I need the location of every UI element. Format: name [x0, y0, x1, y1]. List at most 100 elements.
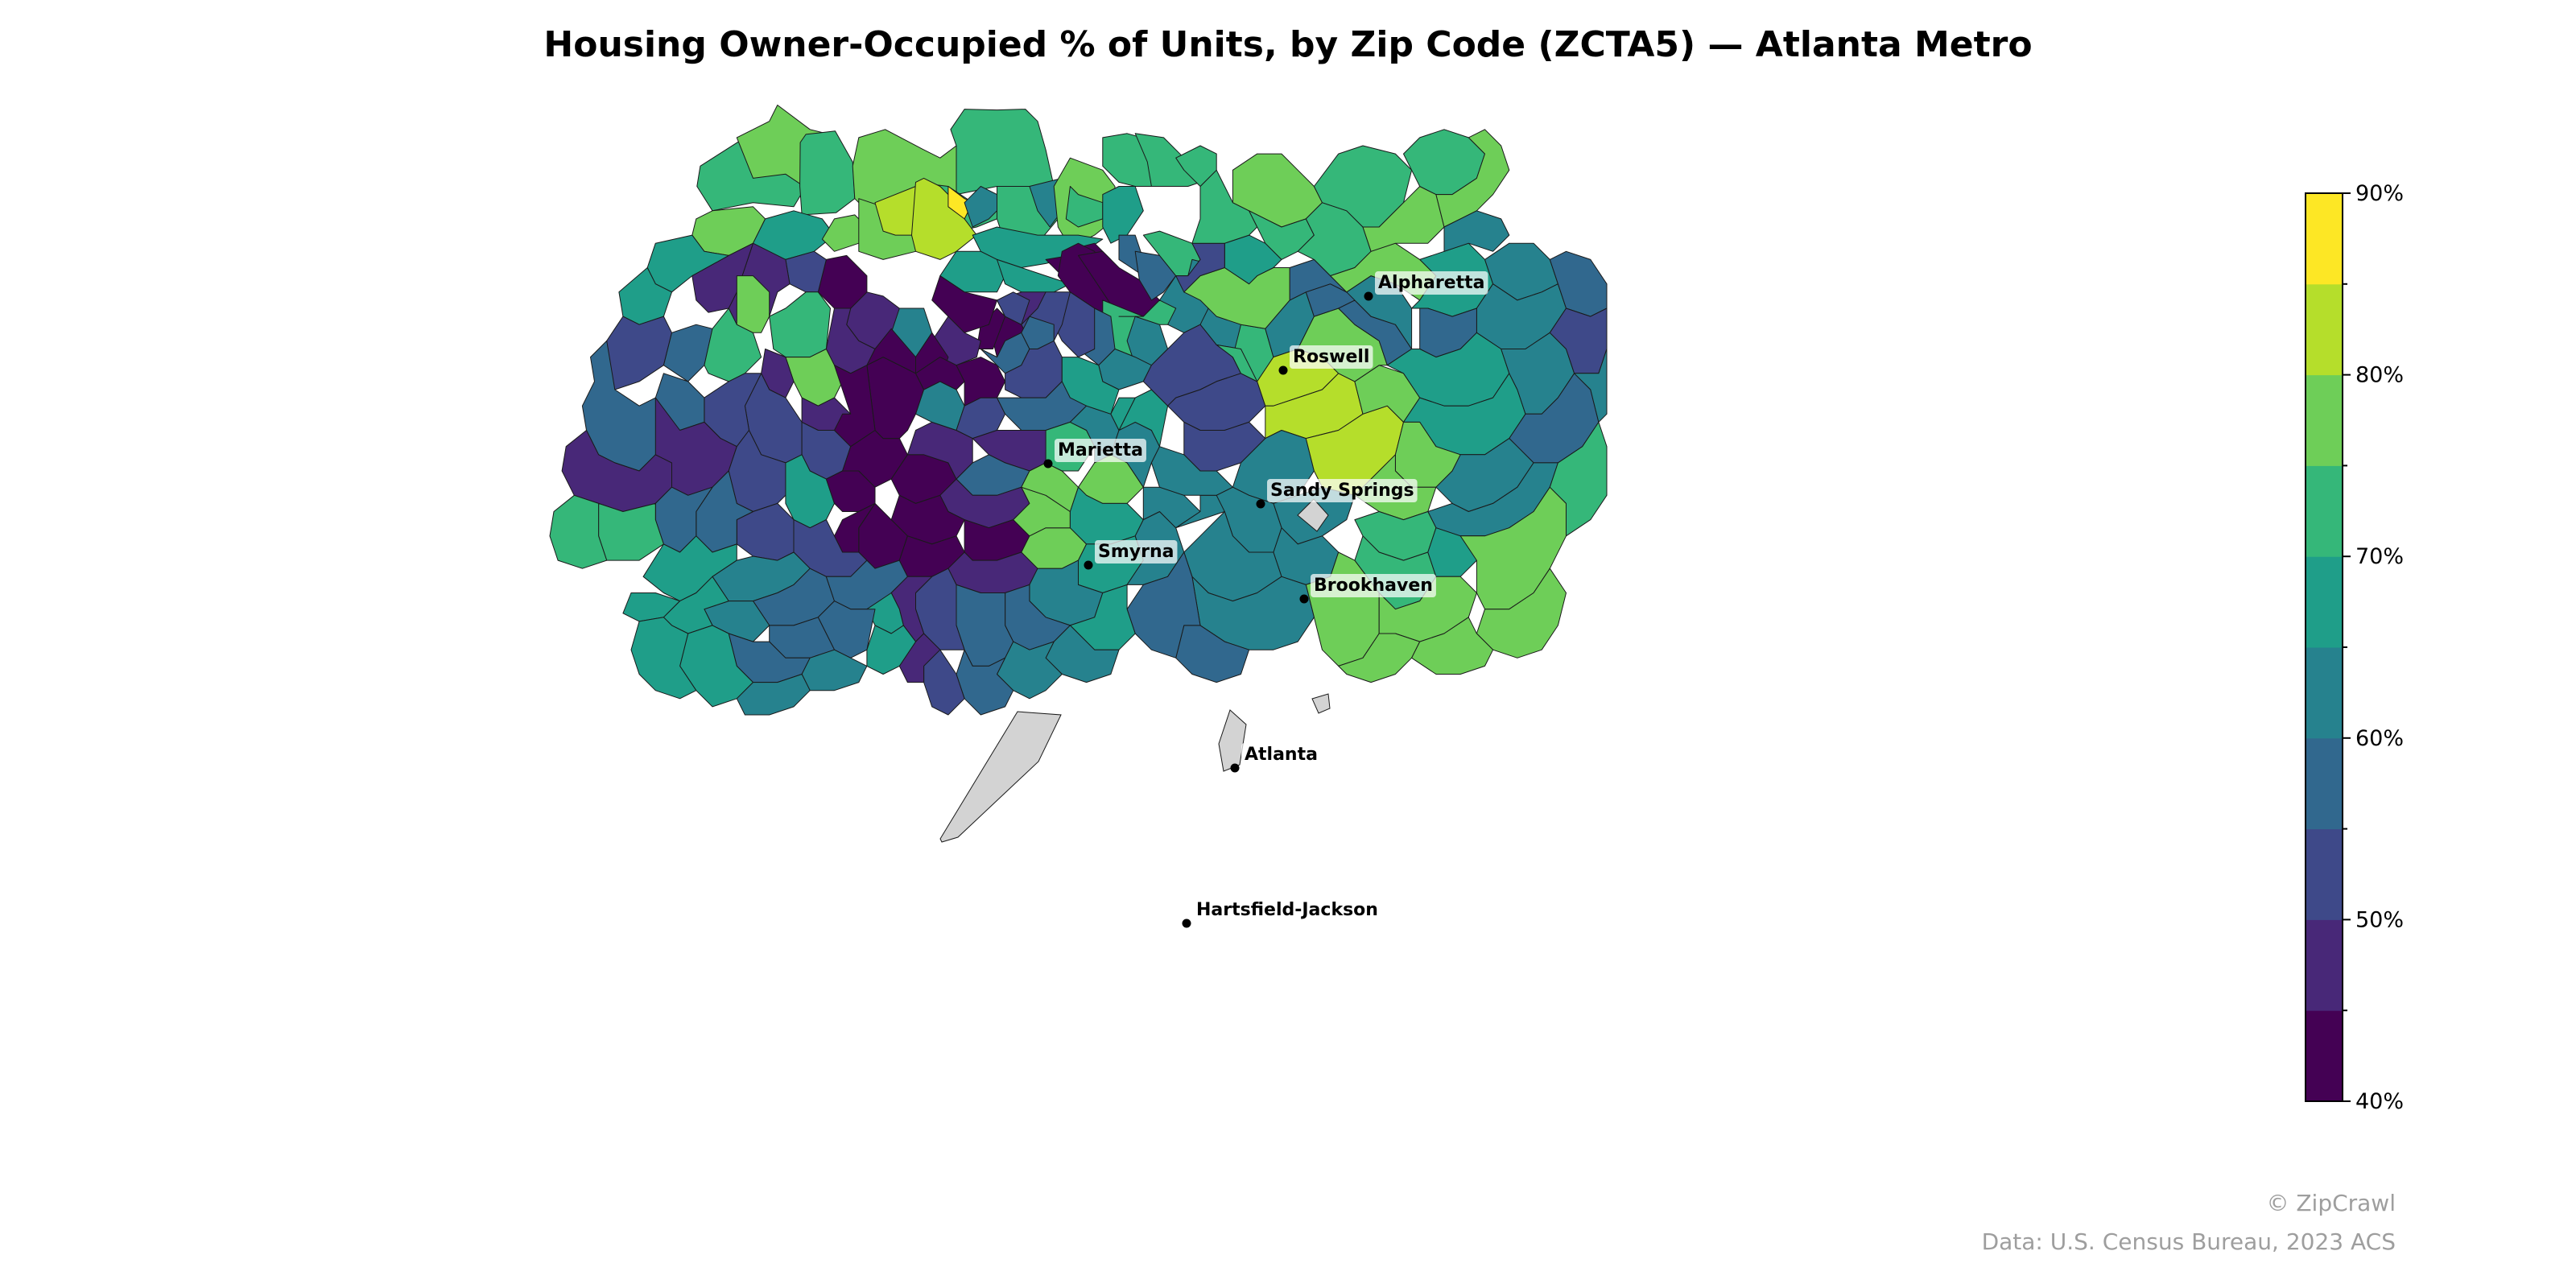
zcta-region: [874, 186, 916, 236]
brand-credit: © ZipCrawl: [2266, 1190, 2396, 1216]
zcta-region: [1216, 344, 1258, 382]
city-marker: Alpharetta: [1364, 271, 1488, 301]
zcta-region: [1021, 316, 1055, 349]
city-label: Alpharetta: [1378, 273, 1484, 293]
no-data-region: [1297, 498, 1329, 532]
colorbar-bin: [2306, 283, 2343, 376]
zcta-region: [785, 454, 835, 529]
city-dot: [1182, 919, 1191, 928]
city-label-bg: [1095, 540, 1178, 564]
zcta-region: [598, 502, 664, 561]
city-label: Brookhaven: [1314, 576, 1433, 596]
zcta-region: [915, 357, 965, 390]
city-label: Smyrna: [1098, 542, 1174, 562]
colorbar-bin: [2306, 647, 2343, 739]
zcta-region: [1175, 242, 1225, 293]
zcta-region: [1443, 210, 1510, 252]
zcta-region: [549, 494, 608, 569]
zcta-region: [769, 291, 831, 358]
zcta-region: [691, 242, 753, 313]
zcta-region: [1061, 357, 1120, 415]
city-label-bg: [1267, 479, 1418, 502]
colorbar-tick-label: 50%: [2355, 907, 2404, 932]
zcta-region: [785, 349, 844, 407]
zcta-region: [1110, 397, 1136, 431]
no-data-region: [1311, 693, 1331, 714]
city-markers: Alpharetta Roswell Marietta Sandy Springs Sm…: [1043, 271, 1488, 928]
zcta-region: [834, 365, 876, 448]
zcta-region: [817, 254, 868, 309]
zcta-region: [1459, 486, 1567, 610]
colorbar-bin: [2306, 828, 2343, 920]
zcta-region: [799, 130, 856, 216]
city-dot: [1299, 594, 1309, 604]
colorbar-tick-label: 80%: [2355, 363, 2404, 388]
zcta-region: [931, 275, 997, 333]
colorbar-tick-label: 90%: [2355, 181, 2404, 206]
zcta-region: [736, 674, 811, 716]
city-marker: Roswell: [1278, 345, 1373, 375]
city-label: Roswell: [1293, 347, 1369, 367]
zcta-region: [1175, 145, 1217, 187]
colorbar-bin: [2306, 737, 2343, 830]
zcta-region: [1224, 234, 1282, 285]
colorbar-bin: [2306, 465, 2343, 557]
zcta-region: [736, 275, 770, 333]
map-title: Housing Owner-Occupied % of Units, by Zi…: [543, 24, 2033, 65]
city-label-bg: [1193, 898, 1381, 922]
city-label-bg: [1055, 439, 1146, 462]
zcta-region: [801, 649, 868, 691]
zcta-region: [997, 291, 1030, 325]
city-dot: [1364, 291, 1373, 301]
colorbar-bin: [2306, 374, 2343, 466]
colorbar-bin: [2306, 556, 2343, 648]
city-dot: [1278, 365, 1288, 375]
zcta-region: [704, 308, 762, 382]
city-label-bg: [1311, 574, 1436, 597]
colorbar-bin: [2306, 919, 2343, 1011]
colorbar-bin: [2306, 193, 2343, 285]
city-label: Sandy Springs: [1270, 481, 1414, 501]
city-dot: [1230, 763, 1240, 773]
zcta-region: [1411, 617, 1494, 675]
city-label: Marietta: [1058, 440, 1143, 460]
zcta-region: [898, 633, 941, 683]
city-marker: Marietta: [1043, 439, 1146, 469]
colorbar: 40% 50% 60% 70% 80% 90%: [2305, 181, 2404, 1114]
city-label-bg: [1375, 271, 1488, 295]
city-label-bg: [1241, 743, 1321, 766]
city-marker: Sandy Springs: [1256, 479, 1418, 509]
no-data-region: [939, 711, 1062, 843]
city-marker: Brookhaven: [1299, 574, 1436, 604]
colorbar-bin: [2306, 1010, 2343, 1102]
zcta-region: [997, 258, 1071, 297]
zcta-region: [1549, 421, 1608, 537]
city-marker: Smyrna: [1084, 540, 1178, 570]
city-label-bg: [1290, 345, 1373, 369]
colorbar-tick-label: 70%: [2355, 544, 2404, 569]
zcta-region: [1134, 133, 1201, 187]
zcta-region: [642, 535, 737, 602]
colorbar-tick-label: 60%: [2355, 726, 2404, 751]
zcta-region: [1102, 186, 1144, 244]
zcta-regions: [549, 105, 1608, 843]
colorbar-tick-label: 40%: [2355, 1089, 2404, 1114]
city-label: Atlanta: [1245, 745, 1318, 765]
zcta-region: [906, 421, 973, 480]
city-dot: [1084, 560, 1093, 570]
city-dot: [1256, 499, 1265, 509]
city-marker: Hartsfield-Jackson: [1182, 898, 1381, 928]
zcta-region: [1118, 299, 1177, 325]
zcta-region: [1574, 349, 1608, 423]
zcta-region: [950, 109, 1055, 200]
zcta-region: [1118, 389, 1169, 448]
city-label: Hartsfield-Jackson: [1196, 900, 1378, 920]
source-credit: Data: U.S. Census Bureau, 2023 ACS: [1981, 1228, 2396, 1255]
city-dot: [1043, 459, 1053, 469]
zcta-region: [866, 625, 916, 675]
city-marker: Atlanta: [1230, 743, 1321, 773]
zcta-region: [1175, 625, 1250, 683]
zcta-region: [630, 617, 697, 700]
